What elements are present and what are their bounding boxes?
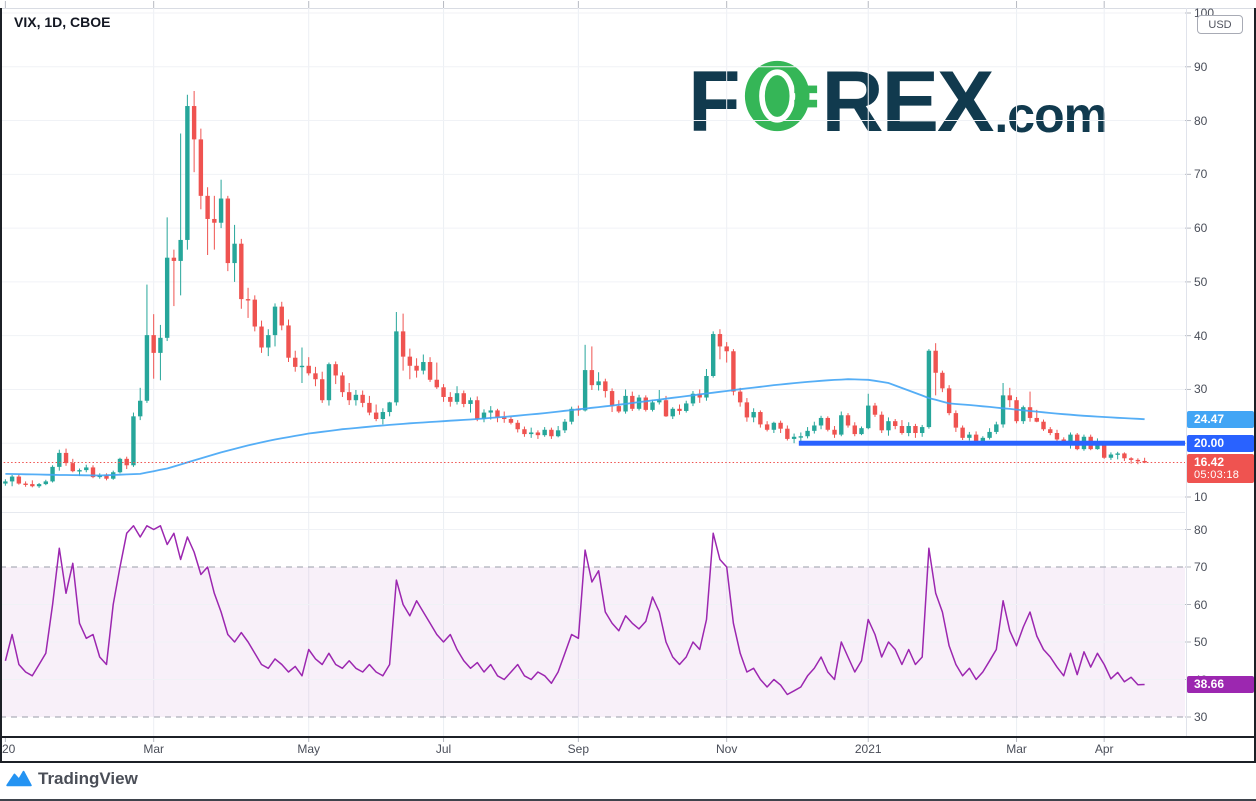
rsi-band	[0, 529, 1191, 718]
countdown-timer: 05:03:18	[1194, 468, 1240, 481]
watermark-letter-f: F	[688, 53, 741, 150]
price-scale[interactable]: 100908070605040302010807060504030	[1186, 6, 1256, 736]
main-gridlines	[0, 12, 1191, 498]
page-bottom-edge	[0, 799, 1256, 801]
hline-value: 20.00	[1194, 435, 1225, 450]
rsi-tick-label: 50	[1194, 635, 1208, 649]
rsi-value: 38.66	[1194, 677, 1225, 692]
time-axis-label: Mar	[1006, 742, 1027, 756]
time-axis-label: Nov	[716, 742, 738, 756]
ma-line	[5, 378, 1145, 477]
time-axis-label: 20	[2, 742, 16, 756]
price-tick-label: 90	[1194, 59, 1208, 74]
forex-o-icon	[744, 60, 817, 132]
time-axis-label: Mar	[143, 742, 165, 756]
time-axis-label: May	[297, 742, 321, 756]
rsi-line	[4, 525, 1145, 696]
forex-watermark: F REX .com	[688, 53, 1108, 150]
chart-top-border	[0, 8, 1256, 9]
time-axis-label: 2021	[854, 742, 882, 756]
hline-value-label: 20.00	[1187, 434, 1254, 452]
time-scale[interactable]: 20 Mar May Jul Sep Nov 2021 Mar Apr	[0, 738, 1256, 762]
tradingview-label: TradingView	[38, 769, 138, 788]
rsi-tick-label: 70	[1194, 560, 1208, 574]
time-axis-label: Jul	[435, 742, 452, 756]
rsi-tick-label: 80	[1194, 522, 1208, 537]
price-tick-label: 70	[1194, 167, 1208, 182]
candlesticks	[3, 90, 1147, 488]
price-tick-label: 80	[1194, 113, 1208, 128]
rsi-tick-label: 60	[1194, 597, 1208, 612]
rsi-value-label: 38.66	[1187, 676, 1254, 694]
pane-separator[interactable]	[0, 512, 1185, 513]
watermark-letters-rex: REX	[821, 53, 995, 150]
symbol-title[interactable]: VIX, 1D, CBOE	[14, 14, 111, 30]
time-axis-label: Sep	[567, 742, 590, 756]
tradingview-attribution[interactable]: TradingView	[6, 769, 138, 789]
ma-value-label: 24.47	[1187, 410, 1254, 428]
frame-bottom-border	[0, 761, 1256, 763]
currency-badge[interactable]: USD	[1197, 15, 1243, 34]
ma-value: 24.47	[1194, 411, 1225, 426]
price-tick-label: 10	[1194, 490, 1208, 504]
price-tick-label: 30	[1194, 382, 1208, 397]
frame-left-border	[0, 8, 2, 763]
price-tick-label: 50	[1194, 274, 1208, 289]
last-price-value: 16.42	[1194, 454, 1225, 469]
price-tick-label: 60	[1194, 221, 1208, 236]
watermark-suffix: .com	[994, 87, 1108, 143]
price-tick-label: 40	[1194, 328, 1208, 343]
last-price-label: 16.42 05:03:18	[1187, 453, 1254, 483]
frame-right-border	[1254, 8, 1256, 763]
time-axis-label: Apr	[1094, 742, 1114, 756]
axis-top-border	[0, 736, 1256, 738]
horizontal-line-drawing	[798, 440, 1185, 446]
tradingview-icon	[6, 770, 32, 787]
rsi-tick-label: 30	[1194, 710, 1208, 724]
